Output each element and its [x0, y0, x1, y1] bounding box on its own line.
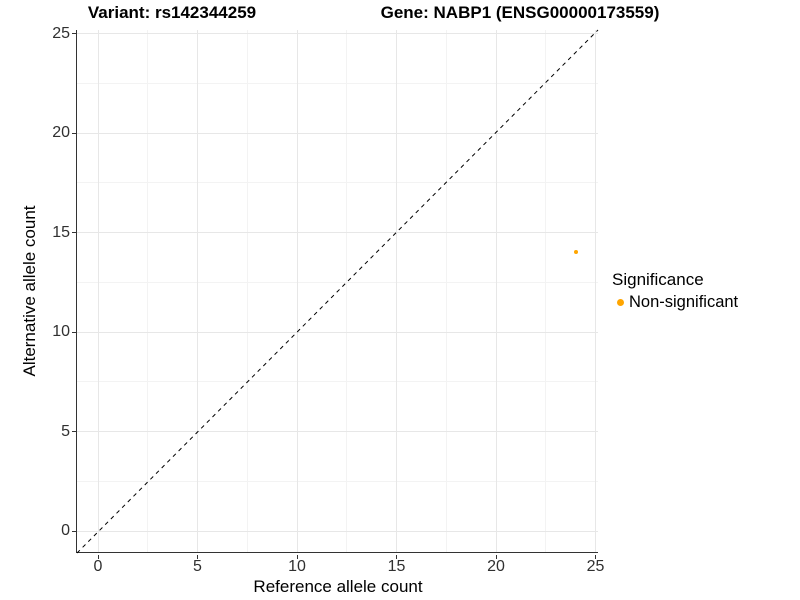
y-axis-title: Alternative allele count [20, 205, 39, 377]
major-gridline-x [396, 30, 397, 553]
y-tick-label: 0 [61, 522, 70, 539]
x-tick-label: 25 [586, 558, 605, 575]
major-gridline-y [77, 132, 598, 134]
minor-gridline-x [147, 30, 149, 553]
y-axis-tick [71, 33, 76, 34]
minor-gridline-x [445, 30, 447, 553]
x-axis-tick [396, 554, 397, 559]
major-gridline-y [77, 431, 598, 432]
y-tick-label: 10 [52, 323, 70, 340]
legend: Significance Non-significant [611, 270, 738, 312]
legend-title: Significance [612, 270, 704, 289]
major-gridline-x [97, 30, 99, 553]
x-tick-label: 20 [487, 558, 505, 575]
legend-item-non-significant: Non-significant [611, 293, 738, 312]
y-tick-label: 20 [52, 124, 70, 141]
minor-gridline-y [77, 381, 598, 383]
x-axis-tick [97, 554, 99, 559]
major-gridline-y [77, 232, 598, 233]
major-gridline-x [296, 30, 298, 553]
minor-gridline-y [77, 82, 598, 84]
major-gridline-y [77, 33, 598, 34]
x-axis-tick [595, 554, 596, 559]
major-gridline-x [595, 30, 596, 553]
major-gridline-y [77, 331, 598, 333]
gene-title: Gene: NABP1 (ENSG00000173559) [380, 3, 660, 22]
x-tick-label: 10 [288, 558, 306, 575]
y-axis-tick [71, 530, 76, 532]
x-axis-title: Reference allele count [253, 577, 423, 596]
minor-gridline-x [246, 30, 248, 553]
minor-gridline-y [77, 182, 598, 184]
y-axis-tick [71, 232, 76, 233]
y-tick-label: 15 [52, 223, 70, 241]
y-tick-label: 5 [61, 422, 70, 440]
y-axis-tick [71, 331, 76, 333]
data-point [573, 250, 578, 255]
major-gridline-x [197, 30, 198, 553]
plot-panel [76, 30, 598, 553]
y-tick-label: 25 [52, 24, 70, 42]
minor-gridline-x [346, 30, 348, 553]
x-axis-tick [495, 554, 497, 559]
x-tick-label: 5 [193, 558, 202, 575]
x-tick-label: 0 [93, 558, 103, 575]
x-axis-tick [197, 554, 198, 559]
variant-title: Variant: rs142344259 [87, 3, 257, 22]
minor-gridline-y [77, 281, 598, 283]
major-gridline-x [495, 30, 497, 553]
legend-key-dot-icon [617, 299, 624, 306]
identity-line [76, 29, 599, 554]
x-axis-tick [296, 554, 298, 559]
minor-gridline-x [545, 30, 547, 553]
major-gridline-y [77, 530, 598, 532]
y-axis-tick [71, 431, 76, 432]
y-axis-tick [71, 132, 76, 134]
legend-item-label: Non-significant [629, 293, 739, 311]
minor-gridline-y [77, 480, 598, 482]
x-tick-label: 15 [387, 558, 406, 575]
